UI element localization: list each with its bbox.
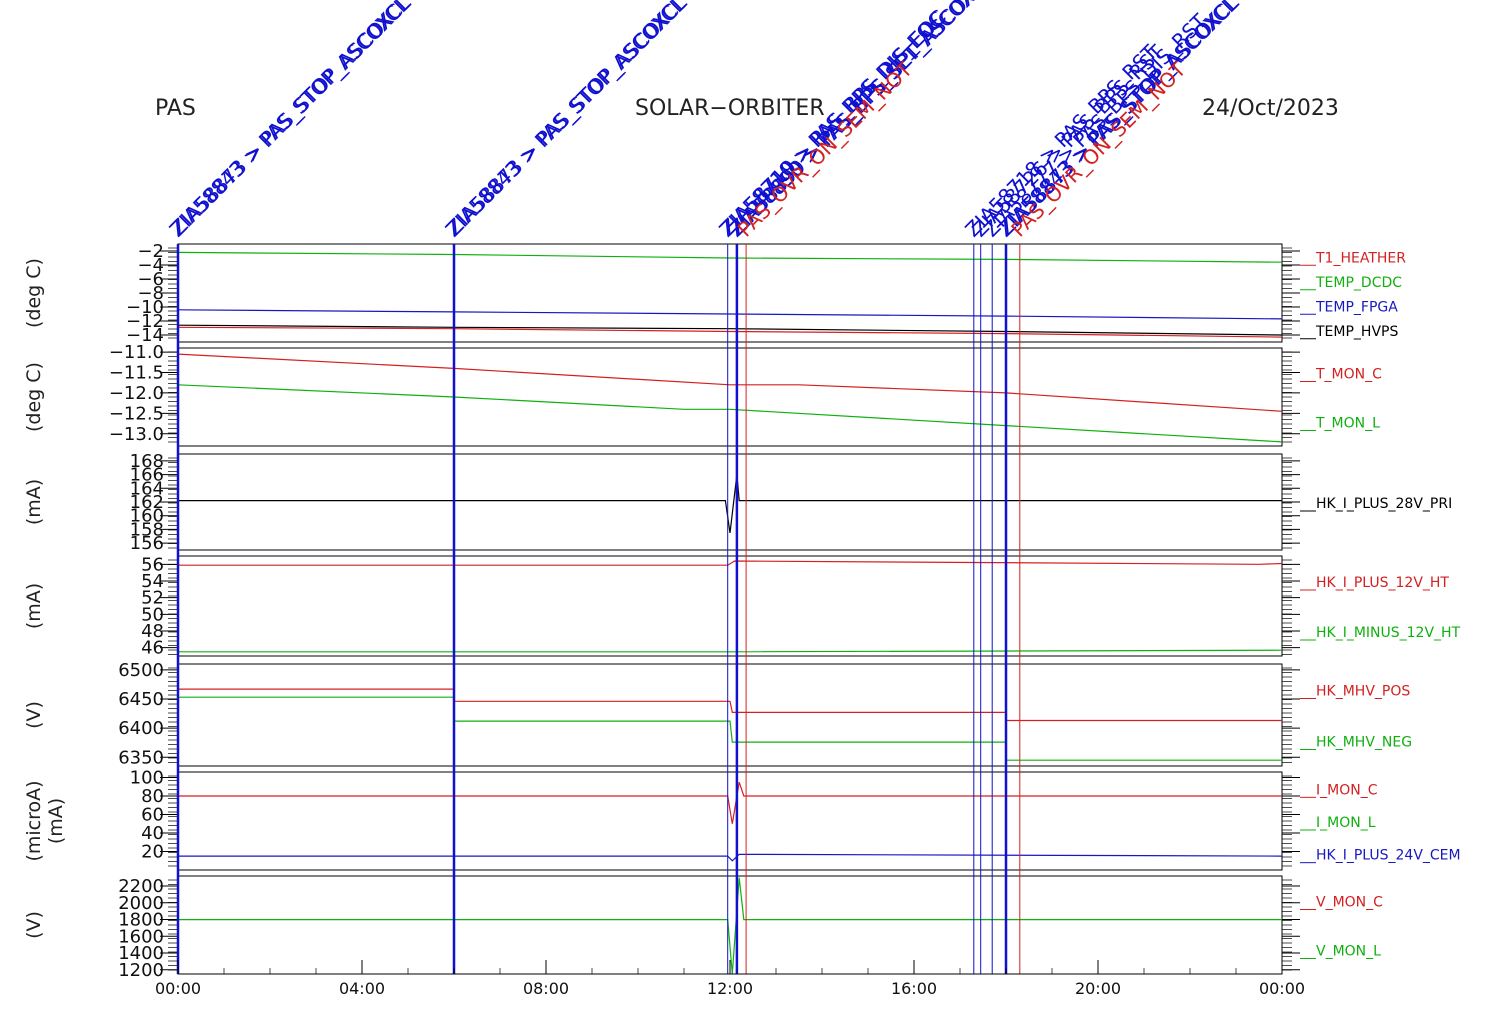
legend-i_mon_c: I_MON_C [1316, 782, 1378, 798]
legend-hk_i_plus_24v_cem: HK_I_PLUS_24V_CEM [1316, 848, 1461, 864]
y-tick-label: 20 [141, 842, 164, 863]
x-tick-label: 04:00 [339, 979, 385, 998]
y-tick-label: −11.5 [109, 363, 164, 384]
y-tick-label: 40 [141, 823, 164, 844]
series-line-hk_mhv_pos [178, 688, 1282, 722]
y-axis-label: (microA) [23, 780, 45, 861]
panel-frame-1 [177, 243, 1283, 343]
series-line-hk_mhv_neg [178, 696, 1282, 761]
series-line-v_mon_l [178, 877, 1282, 975]
y-tick-label: 6500 [118, 660, 164, 681]
series-line-temp_dcdc [177, 251, 1283, 263]
legend-hk_i_plus_12v_ht: HK_I_PLUS_12V_HT [1316, 575, 1449, 591]
x-tick-label: 08:00 [523, 979, 569, 998]
y-tick-label: 46 [141, 638, 164, 659]
y-tick-label: 6400 [118, 718, 164, 739]
y-tick-label: 164 [130, 478, 164, 499]
panel-frame-5 [177, 663, 1283, 767]
y-axis-label: (deg C) [23, 258, 45, 328]
y-tick-label: 2200 [118, 876, 164, 897]
y-tick-label: 162 [130, 492, 164, 513]
series-line-t_mon_l [177, 384, 1283, 443]
y-tick-label: −12.0 [109, 383, 164, 404]
y-axis-label: (mA) [23, 583, 45, 629]
series-line-t_mon_c [177, 353, 1283, 412]
y-tick-label: 56 [141, 554, 164, 575]
y-axis-label: (deg C) [23, 362, 45, 432]
y-tick-label: 52 [141, 588, 164, 609]
series-line-i_mon_c [178, 782, 1282, 824]
y-tick-label: −6 [137, 269, 164, 290]
legend-i_mon_l: I_MON_L [1316, 815, 1376, 831]
y-tick-label: −12 [126, 311, 164, 332]
x-tick-label: 20:00 [1075, 979, 1121, 998]
y-tick-label: −2 [137, 241, 164, 262]
y-tick-label: 2000 [118, 893, 164, 914]
panel-frame-4 [177, 555, 1283, 657]
legend-v_mon_l: V_MON_L [1316, 944, 1381, 960]
y-tick-label: −12.5 [109, 403, 164, 424]
legend-hk_mhv_neg: HK_MHV_NEG [1316, 735, 1412, 751]
x-tick-label: 16:00 [891, 979, 937, 998]
y-axis-label: (mA) [23, 479, 45, 525]
y-axis-label: (V) [23, 701, 45, 729]
command-label: PAS_OVR_ON_SEM_NOT [733, 57, 918, 242]
panel-frame-7 [177, 875, 1283, 975]
legend-temp_fpga: TEMP_FPGA [1315, 299, 1398, 315]
series-line-hk_i_plus_24v_cem [178, 853, 1283, 862]
header-center: SOLAR−ORBITER [635, 96, 825, 121]
y-tick-label: 100 [130, 768, 164, 789]
y-tick-label: 160 [130, 506, 164, 527]
series-line-hk_i_minus_12v_ht [178, 649, 1283, 653]
y-tick-label: −4 [137, 255, 164, 276]
y-tick-label: −13.0 [109, 424, 164, 445]
x-tick-label: 00:00 [1259, 979, 1305, 998]
x-tick-label: 00:00 [155, 979, 201, 998]
y-tick-label: 156 [130, 533, 164, 554]
y-axis-label-secondary: (mA) [45, 798, 67, 844]
panel-frame-3 [177, 453, 1283, 551]
y-tick-label: 60 [141, 805, 164, 826]
y-tick-label: 54 [141, 571, 164, 592]
series-line-temp_hvps [177, 324, 1283, 336]
legend-hk_i_minus_12v_ht: HK_I_MINUS_12V_HT [1316, 625, 1461, 641]
legend-temp_hvps: TEMP_HVPS [1315, 324, 1398, 340]
x-tick-label: 12:00 [707, 979, 753, 998]
legend-hk_i_plus_28v_pri: HK_I_PLUS_28V_PRI [1316, 496, 1452, 512]
command-label: ZIA58873 > PAS_STOP_ASCOXCL [166, 0, 416, 240]
header-right: 24/Oct/2023 [1202, 96, 1339, 121]
series-line-hk_i_plus_28v_pri [178, 474, 1282, 533]
y-tick-label: −8 [137, 283, 164, 304]
y-tick-label: 168 [130, 451, 164, 472]
y-tick-label: 1800 [118, 910, 164, 931]
command-label: PAS_OVR_ON_SEM_NOT [1006, 57, 1191, 242]
y-tick-label: 166 [130, 465, 164, 486]
series-line-hk_i_plus_12v_ht [178, 560, 1283, 566]
y-tick-label: 6350 [118, 747, 164, 768]
legend-t_mon_l: T_MON_L [1315, 416, 1380, 432]
y-tick-label: 50 [141, 604, 164, 625]
legend-t_mon_c: T_MON_C [1315, 367, 1382, 383]
header-left: PAS [155, 96, 196, 121]
series-line-t1_heather [177, 326, 1283, 338]
y-tick-label: 158 [130, 519, 164, 540]
y-tick-label: −11.0 [109, 342, 164, 363]
legend-temp_dcdc: TEMP_DCDC [1315, 275, 1402, 291]
y-tick-label: 80 [141, 786, 164, 807]
y-tick-label: −14 [126, 325, 164, 346]
y-axis-label: (V) [23, 911, 45, 939]
y-tick-label: 1400 [118, 943, 164, 964]
y-tick-label: 48 [141, 621, 164, 642]
y-tick-label: −10 [126, 297, 164, 318]
y-tick-label: 6450 [118, 689, 164, 710]
command-label: ZIA58873 > PAS_STOP_ASCOXCL [442, 0, 692, 240]
legend-t1_heather: T1_HEATHER [1315, 250, 1406, 266]
legend-hk_mhv_pos: HK_MHV_POS [1316, 684, 1410, 700]
legend-v_mon_c: V_MON_C [1316, 895, 1383, 911]
y-tick-label: 1200 [118, 960, 164, 981]
y-tick-label: 1600 [118, 926, 164, 947]
series-line-temp_fpga [177, 309, 1283, 320]
